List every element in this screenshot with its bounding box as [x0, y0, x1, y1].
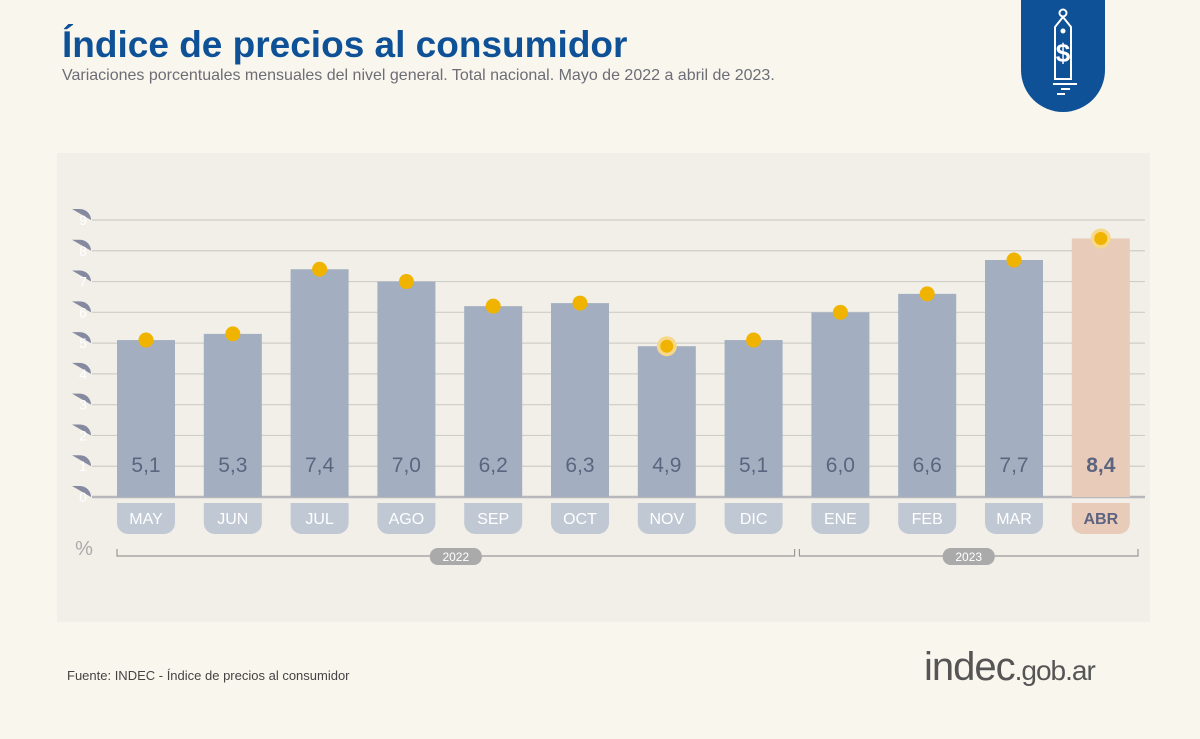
marker-dot-inner	[660, 339, 674, 353]
bar	[811, 312, 870, 497]
y-tick-badge	[72, 239, 92, 251]
category-label: FEB	[912, 511, 943, 528]
group-badge	[942, 548, 995, 565]
indec-brand-logo: indec.gob.ar	[924, 645, 1096, 690]
bar	[724, 340, 783, 497]
y-tick-badge	[72, 209, 91, 220]
category-label: MAY	[129, 511, 163, 528]
group-badge	[429, 548, 482, 565]
brand-main: indec	[924, 645, 1016, 689]
group-label: 2023	[955, 550, 982, 564]
bar-value-label: 5,1	[131, 454, 160, 477]
marker-dot	[919, 286, 935, 302]
y-tick-badge	[72, 455, 92, 467]
category-label: AGO	[389, 511, 425, 528]
y-tick-badge	[72, 362, 92, 374]
y-axis-unit: %	[75, 538, 93, 560]
y-tick-badge	[72, 270, 92, 282]
y-tick-badge	[72, 332, 92, 344]
bar	[290, 269, 349, 497]
bar	[637, 346, 696, 497]
bar-value-label: 7,7	[999, 454, 1028, 477]
source-note: Fuente: INDEC - Índice de precios al con…	[67, 668, 350, 683]
bar-value-label: 5,1	[739, 454, 768, 477]
bar	[1071, 238, 1130, 497]
category-badge	[724, 503, 783, 534]
bar	[203, 333, 262, 497]
marker-dot-inner	[1094, 231, 1108, 245]
bar-value-label: 5,3	[218, 454, 247, 477]
category-badge	[290, 503, 349, 534]
category-label: JUL	[305, 511, 334, 528]
bar-value-label: 7,0	[392, 454, 421, 477]
bar-value-label: 6,2	[479, 454, 508, 477]
bar-value-label: 7,4	[305, 454, 335, 477]
marker-dot	[746, 332, 762, 348]
category-badge	[117, 503, 175, 534]
bar-value-label: 6,0	[826, 454, 855, 477]
bar-value-label: 8,4	[1086, 454, 1116, 477]
category-label: ABR	[1083, 511, 1118, 528]
marker-dot	[225, 326, 241, 342]
y-tick-label: 5	[79, 335, 87, 351]
bar	[985, 260, 1043, 497]
category-label: DIC	[740, 511, 768, 528]
bar	[464, 306, 523, 497]
category-label: MAR	[996, 511, 1032, 528]
category-label: ENE	[824, 511, 857, 528]
group-label: 2022	[442, 550, 469, 564]
page-subtitle: Variaciones porcentuales mensuales del n…	[62, 67, 775, 84]
category-badge	[637, 503, 696, 534]
marker-dot	[485, 298, 501, 314]
y-tick-badge	[72, 301, 92, 313]
category-badge	[203, 503, 262, 534]
y-tick-badge	[72, 424, 92, 436]
category-badge	[464, 503, 523, 534]
marker-dot	[398, 274, 414, 290]
category-label: JUN	[217, 511, 248, 528]
category-badge	[1071, 503, 1130, 534]
y-tick-label: 6	[79, 304, 87, 320]
y-tick-label: 7	[79, 274, 87, 290]
svg-text:$: $	[1056, 38, 1071, 68]
marker-dot	[832, 304, 848, 320]
bar	[898, 293, 957, 497]
y-tick-badge	[72, 486, 91, 497]
y-tick-badge	[72, 393, 92, 405]
bar-value-label: 6,3	[565, 454, 594, 477]
category-badge	[377, 503, 436, 534]
brand-suffix: .gob.ar	[1014, 655, 1096, 686]
y-tick-label: 0	[79, 489, 87, 505]
price-tag-logo-icon: $	[1021, 0, 1105, 112]
y-tick-label: 1	[79, 458, 87, 474]
y-tick-label: 2	[79, 427, 87, 443]
category-badge	[551, 503, 609, 534]
category-badge	[985, 503, 1043, 534]
bar	[551, 303, 609, 497]
y-tick-label: 8	[79, 243, 87, 259]
category-label: NOV	[649, 511, 684, 528]
marker-dot	[312, 261, 328, 277]
bar-value-label: 6,6	[913, 454, 942, 477]
page-title: Índice de precios al consumidor	[62, 24, 628, 65]
marker-dot	[138, 332, 154, 348]
y-tick-label: 4	[79, 366, 87, 382]
y-tick-label: 9	[79, 212, 87, 228]
category-badge	[898, 503, 957, 534]
y-tick-label: 3	[79, 397, 87, 413]
category-badge	[811, 503, 870, 534]
bar	[117, 340, 175, 497]
marker-dot	[572, 295, 588, 311]
marker-dot	[1006, 252, 1022, 268]
bar-value-label: 4,9	[652, 454, 681, 477]
bar	[377, 281, 436, 497]
category-label: SEP	[477, 511, 509, 528]
category-label: OCT	[563, 511, 597, 528]
